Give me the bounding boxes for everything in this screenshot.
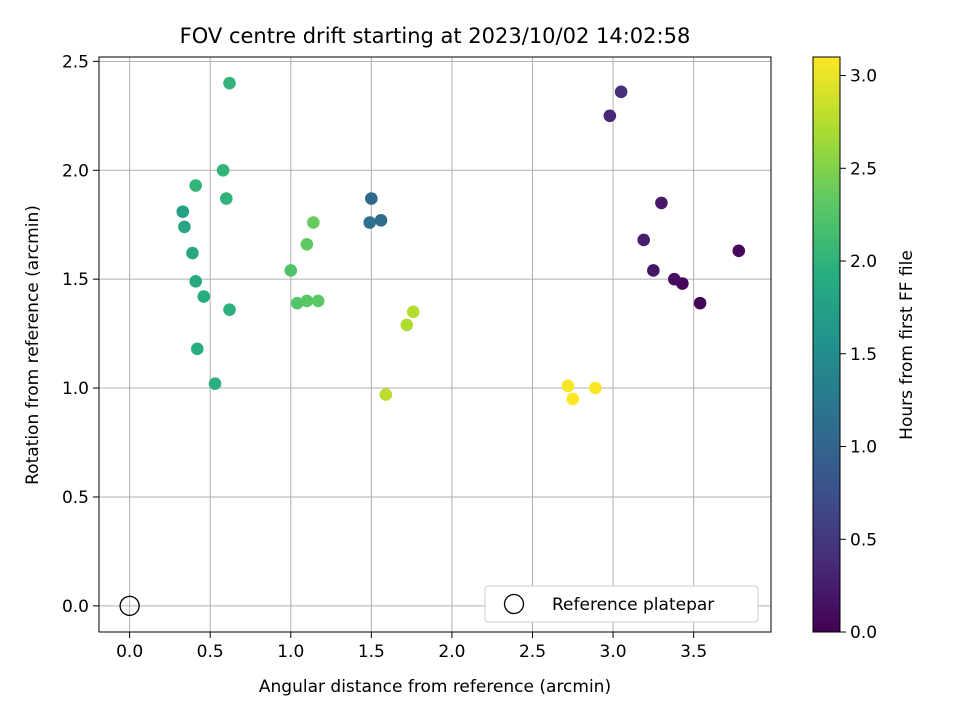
legend: Reference platepar xyxy=(484,585,759,623)
chart-title: FOV centre drift starting at 2023/10/02 … xyxy=(180,24,691,48)
scatter-point xyxy=(614,85,628,99)
scatter-point xyxy=(655,196,668,210)
scatter-point xyxy=(374,214,388,227)
colorbar-tick-label: 1.5 xyxy=(850,345,877,365)
y-tick-label: 1.0 xyxy=(62,379,89,399)
scatter-point xyxy=(300,294,314,308)
colorbar-tick-label: 1.0 xyxy=(850,438,877,458)
scatter-point xyxy=(189,275,202,288)
y-axis-ticks: 0.0 0.5 1.0 1.5 2.0 2.5 xyxy=(62,52,99,617)
colorbar-gradient xyxy=(812,56,841,633)
y-tick-label: 0.5 xyxy=(62,488,89,508)
y-tick-label: 2.0 xyxy=(62,161,89,181)
x-tick-label: 3.0 xyxy=(600,642,627,662)
legend-entry-reference: Reference platepar xyxy=(552,595,714,615)
scatter-point xyxy=(223,303,236,316)
scatter-point xyxy=(561,379,575,393)
x-tick-label: 2.0 xyxy=(438,642,465,662)
scatter-point xyxy=(176,205,190,218)
scatter-point xyxy=(197,290,211,303)
colorbar-tick-label: 0.5 xyxy=(850,530,877,550)
reference-platepar-marker xyxy=(119,595,140,617)
scatter-point xyxy=(566,392,580,406)
scatter-point xyxy=(307,216,320,229)
x-axis-ticks: 0.0 0.5 1.0 1.5 2.0 2.5 3.0 3.5 xyxy=(116,632,707,662)
legend-marker-reference xyxy=(503,593,525,615)
scatter-point xyxy=(220,192,233,205)
plot-background xyxy=(99,57,771,632)
scatter-point xyxy=(603,109,617,123)
scatter-point xyxy=(693,296,707,310)
x-tick-label: 0.0 xyxy=(116,642,143,662)
colorbar-label: Hours from first FF file xyxy=(897,250,917,440)
scatter-point xyxy=(406,305,420,319)
x-tick-label: 1.5 xyxy=(358,642,385,662)
colorbar: 0.0 0.5 1.0 1.5 2.0 2.5 3.0 Hours from first F… xyxy=(812,56,917,643)
scatter-point xyxy=(300,238,314,251)
legend-box xyxy=(484,585,759,623)
scatter-point xyxy=(363,216,377,229)
scatter-point xyxy=(186,246,199,260)
colorbar-tick-label: 2.0 xyxy=(850,252,877,272)
scatter-point xyxy=(216,163,230,177)
x-tick-label: 0.5 xyxy=(197,642,224,662)
scatter-point xyxy=(208,377,222,391)
scatter-point xyxy=(637,233,650,247)
scatter-point xyxy=(311,294,325,308)
x-tick-label: 2.5 xyxy=(519,642,546,662)
scatter-point xyxy=(290,296,304,310)
scatter-point xyxy=(379,388,393,401)
scatter-point xyxy=(191,342,204,356)
colorbar-tick-label: 2.5 xyxy=(850,159,877,179)
scatter-point xyxy=(647,264,660,277)
y-tick-label: 2.5 xyxy=(62,52,89,72)
colorbar-tick-label: 3.0 xyxy=(850,67,877,87)
x-axis-label: Angular distance from reference (arcmin) xyxy=(259,677,611,697)
grid xyxy=(99,57,771,632)
scatter-points xyxy=(119,76,746,617)
scatter-point xyxy=(284,264,298,277)
x-tick-label: 1.0 xyxy=(277,642,304,662)
y-tick-label: 0.0 xyxy=(62,597,89,617)
scatter-point xyxy=(668,272,681,286)
scatter-point xyxy=(223,76,236,90)
colorbar-ticks: 0.0 0.5 1.0 1.5 2.0 2.5 3.0 xyxy=(840,67,877,643)
scatter-point xyxy=(178,220,191,234)
scatter-point xyxy=(365,192,378,205)
scatter-point xyxy=(189,179,202,192)
plot-frame xyxy=(98,56,772,633)
scatter-point xyxy=(732,244,746,258)
x-tick-label: 3.5 xyxy=(680,642,707,662)
scatter-point xyxy=(589,381,602,395)
scatter-point xyxy=(400,318,414,332)
colorbar-tick-label: 0.0 xyxy=(850,623,877,643)
y-axis-label: Rotation from reference (arcmin) xyxy=(23,205,43,485)
y-tick-label: 1.5 xyxy=(62,270,89,290)
